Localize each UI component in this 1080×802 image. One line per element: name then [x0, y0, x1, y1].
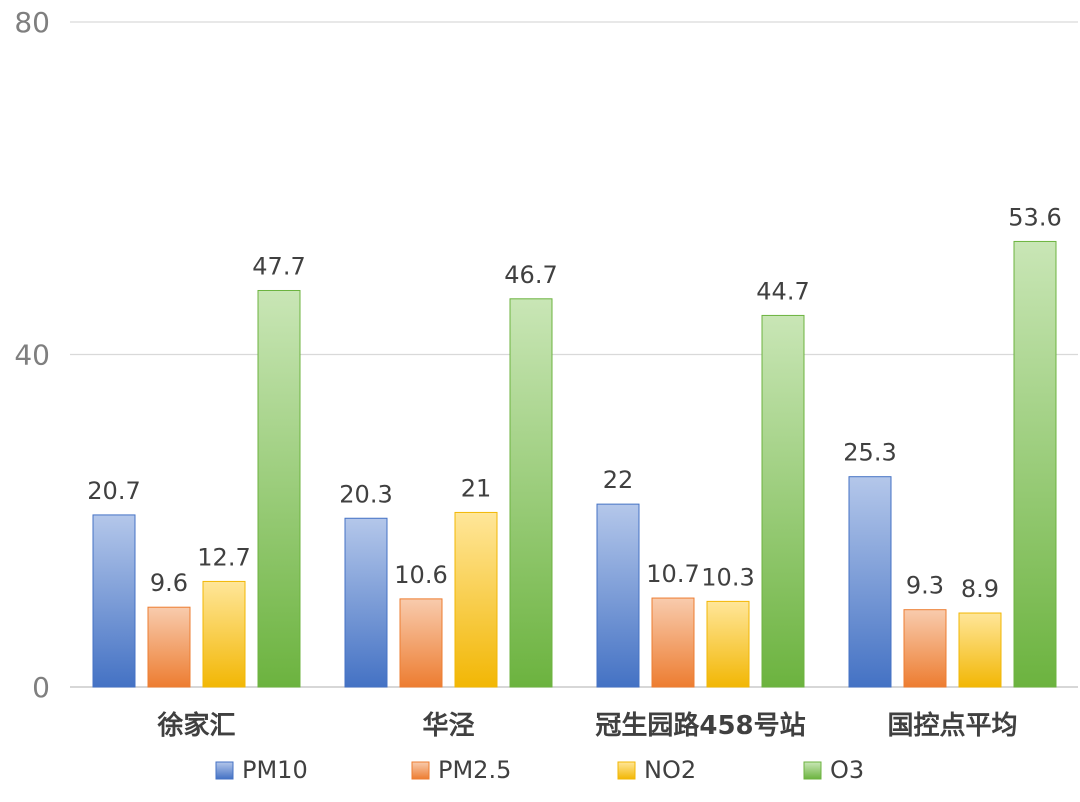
bar: [92, 514, 136, 688]
y-tick-label: 80: [14, 6, 50, 39]
bar: [454, 511, 498, 688]
legend-label: O3: [830, 756, 864, 784]
bar: [848, 476, 892, 688]
data-label: 20.7: [87, 477, 140, 505]
data-label: 22: [603, 466, 634, 494]
legend-label: NO2: [644, 756, 696, 784]
x-tick-label: 国控点平均: [887, 710, 1017, 741]
data-label: 9.6: [150, 569, 188, 597]
legend-swatch: [411, 761, 430, 780]
x-axis: 徐家汇 华泾 冠生园路458号站 国控点平均: [156, 710, 1017, 741]
x-tick-label: 冠生园路458号站: [595, 710, 805, 741]
data-label: 20.3: [339, 480, 392, 508]
bar: [399, 598, 443, 688]
y-tick-label: 0: [32, 671, 50, 704]
legend-swatch: [803, 761, 822, 780]
bar: [202, 580, 246, 688]
bar: [147, 606, 191, 688]
bar: [958, 612, 1002, 688]
y-axis: 0 40 80: [14, 6, 50, 704]
bar: [1013, 240, 1057, 688]
bar: [596, 503, 640, 688]
bar: [509, 298, 553, 688]
data-label: 12.7: [197, 543, 250, 571]
legend: PM10 PM2.5 NO2 O3: [215, 756, 864, 784]
bar: [706, 600, 750, 688]
bar: [257, 289, 301, 688]
x-tick-label: 华泾: [422, 710, 474, 741]
bar: [344, 517, 388, 688]
data-label: 9.3: [906, 572, 944, 600]
legend-swatch: [617, 761, 636, 780]
legend-label: PM2.5: [438, 756, 511, 784]
data-label: 10.3: [701, 563, 754, 591]
bar: [651, 597, 695, 688]
bar: [903, 609, 947, 688]
data-label: 44.7: [756, 277, 809, 305]
data-label: 25.3: [843, 439, 896, 467]
data-label: 21: [461, 474, 492, 502]
data-label: 10.6: [394, 561, 447, 589]
data-label: 10.7: [646, 560, 699, 588]
data-label: 47.7: [252, 252, 305, 280]
bars: [92, 240, 1057, 688]
x-tick-label: 徐家汇: [156, 710, 235, 741]
data-label: 8.9: [961, 575, 999, 603]
data-label: 46.7: [504, 261, 557, 289]
y-tick-label: 40: [14, 339, 50, 372]
data-label: 53.6: [1008, 203, 1061, 231]
bar: [761, 314, 805, 688]
legend-label: PM10: [242, 756, 308, 784]
data-labels: 20.7 9.6 12.7 47.7 20.3 10.6 21 46.7 22 10.7 10.3 4…: [87, 203, 1061, 603]
legend-swatch: [215, 761, 234, 780]
